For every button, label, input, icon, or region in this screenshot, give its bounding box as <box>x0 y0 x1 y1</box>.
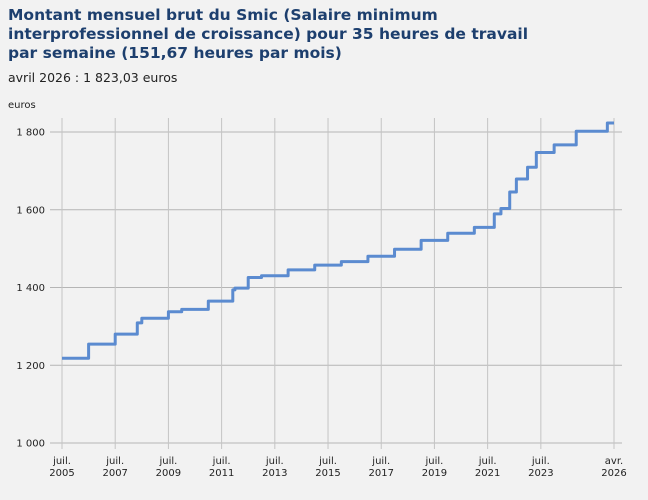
x-tick-label-year: 2013 <box>262 468 287 479</box>
series-line <box>62 121 614 360</box>
x-tick-label-month: juil. <box>158 456 177 467</box>
x-tick-label-month: juil. <box>52 456 71 467</box>
x-tick-label-year: 2007 <box>102 468 127 479</box>
x-tick-label-year: 2017 <box>369 468 394 479</box>
y-tick-label: 1 200 <box>16 361 45 372</box>
y-tick-label: 1 000 <box>16 439 45 450</box>
y-tick-label: 1 400 <box>16 283 45 294</box>
x-tick-label-month: juil. <box>531 456 550 467</box>
y-tick-label: 1 600 <box>16 205 45 216</box>
y-tick-label: 1 800 <box>16 128 45 139</box>
x-tick-label-year: 2011 <box>209 468 234 479</box>
x-tick-label-month: juil. <box>212 456 231 467</box>
x-tick-label-year: 2019 <box>422 468 447 479</box>
x-tick-label-month: juil. <box>371 456 390 467</box>
x-tick-label-year: 2005 <box>49 468 74 479</box>
x-tick-label-month: juil. <box>265 456 284 467</box>
x-tick-label-month: juil. <box>478 456 497 467</box>
chart-subtitle: avril 2026 : 1 823,03 euros <box>8 70 178 85</box>
x-tick-label-month: juil. <box>105 456 124 467</box>
x-tick-label-month: juil. <box>425 456 444 467</box>
chart-title: Montant mensuel brut du Smic (Salaire mi… <box>8 6 529 62</box>
x-tick-label-month: avr. <box>605 456 623 467</box>
x-tick-label-year: 2021 <box>475 468 500 479</box>
x-tick-label-year: 2015 <box>315 468 340 479</box>
x-tick-label-year: 2026 <box>601 468 626 479</box>
y-axis-label: euros <box>8 100 36 111</box>
x-tick-label-year: 2009 <box>156 468 181 479</box>
x-tick-label-year: 2023 <box>528 468 553 479</box>
x-tick-label-month: juil. <box>318 456 337 467</box>
